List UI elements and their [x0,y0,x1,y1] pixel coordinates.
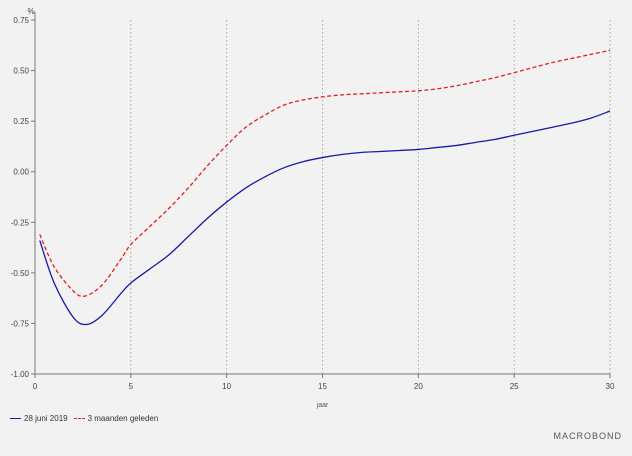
y-tick-label: 0.00 [13,168,29,177]
brand-logo: MACROBOND [553,431,622,441]
legend-label: 28 juni 2019 [24,414,68,423]
x-tick-label: 0 [33,382,38,391]
y-tick-label: 0.25 [13,117,29,126]
y-tick-label: 0.75 [13,16,29,25]
chart-legend: 28 juni 2019 3 maanden geleden [10,414,160,423]
x-tick-label: 15 [318,382,327,391]
series-line-2 [39,49,611,298]
x-tick-label: 10 [222,382,231,391]
x-tick-label: 30 [606,382,615,391]
x-axis-label: jaar [316,402,329,409]
legend-swatch-dashed [73,418,85,419]
legend-swatch-solid [10,418,21,419]
x-tick-label: 5 [129,382,134,391]
legend-label: 3 maanden geleden [87,414,159,423]
y-tick-label: -0.25 [11,218,30,227]
y-tick-label: -0.50 [11,269,30,278]
y-axis-unit-label: % [27,7,34,16]
y-tick-label: 0.50 [13,67,29,76]
series-line-1 [39,110,611,326]
legend-item-series-2: 3 maanden geleden [73,414,159,423]
y-tick-label: -1.00 [11,370,30,379]
x-tick-label: 25 [510,382,519,391]
y-tick-label: -0.75 [11,319,30,328]
x-tick-label: 20 [414,382,423,391]
legend-item-series-1: 28 juni 2019 [10,414,68,423]
